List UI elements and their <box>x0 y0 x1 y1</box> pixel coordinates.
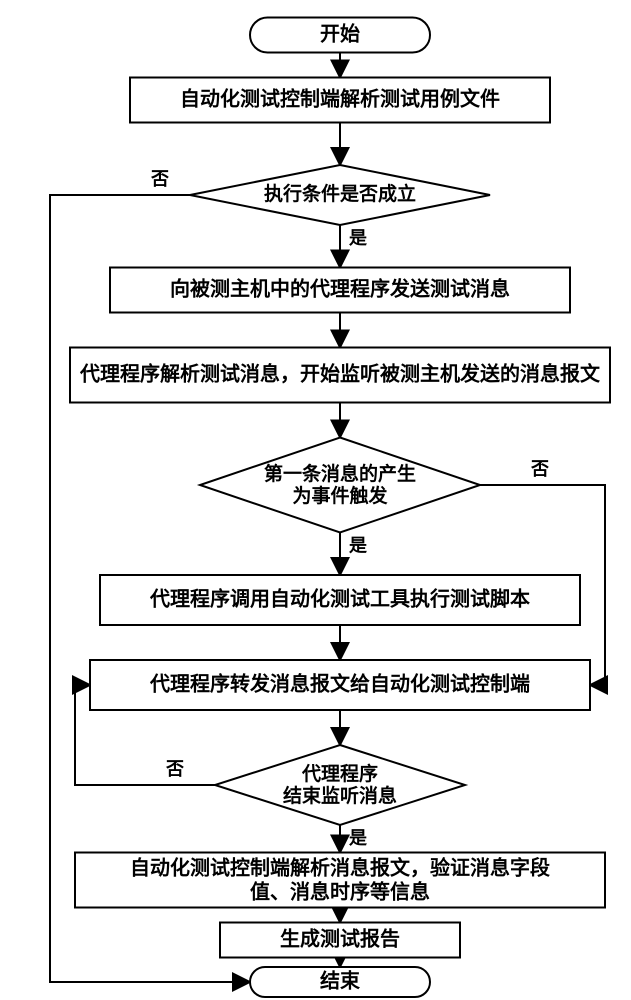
svg-text:是: 是 <box>348 535 367 555</box>
svg-text:值、消息时序等信息: 值、消息时序等信息 <box>250 879 430 903</box>
node-cond3: 代理程序结束监听消息 <box>215 745 465 825</box>
svg-text:开始: 开始 <box>320 21 360 45</box>
svg-text:向被测主机中的代理程序发送测试消息: 向被测主机中的代理程序发送测试消息 <box>170 276 510 300</box>
svg-text:为事件触发: 为事件触发 <box>292 484 388 507</box>
svg-text:生成测试报告: 生成测试报告 <box>280 926 400 950</box>
node-parse_file: 自动化测试控制端解析测试用例文件 <box>130 78 550 123</box>
svg-text:代理程序: 代理程序 <box>301 762 378 785</box>
flowchart-canvas: 开始自动化测试控制端解析测试用例文件执行条件是否成立向被测主机中的代理程序发送测… <box>0 0 631 1000</box>
node-cond2: 第一条消息的产生为事件触发 <box>200 438 480 533</box>
node-send_msg: 向被测主机中的代理程序发送测试消息 <box>110 268 570 313</box>
svg-text:结束监听消息: 结束监听消息 <box>283 784 397 807</box>
node-call_tool: 代理程序调用自动化测试工具执行测试脚本 <box>100 575 580 625</box>
svg-text:是: 是 <box>348 828 367 848</box>
svg-text:否: 否 <box>165 759 184 779</box>
svg-text:代理程序调用自动化测试工具执行测试脚本: 代理程序调用自动化测试工具执行测试脚本 <box>149 586 530 610</box>
svg-text:自动化测试控制端解析测试用例文件: 自动化测试控制端解析测试用例文件 <box>180 86 500 110</box>
svg-text:是: 是 <box>348 228 367 248</box>
svg-text:否: 否 <box>150 169 169 189</box>
svg-text:执行条件是否成立: 执行条件是否成立 <box>264 182 416 205</box>
node-parse_monitor: 代理程序解析测试消息，开始监听被测主机发送的消息报文 <box>70 348 610 403</box>
node-forward: 代理程序转发消息报文给自动化测试控制端 <box>90 660 590 710</box>
svg-text:第一条消息的产生: 第一条消息的产生 <box>264 462 416 485</box>
svg-text:自动化测试控制端解析消息报文，验证消息字段: 自动化测试控制端解析消息报文，验证消息字段 <box>130 855 550 879</box>
svg-text:否: 否 <box>530 459 549 479</box>
node-cond1: 执行条件是否成立 <box>190 165 490 225</box>
svg-text:结束: 结束 <box>320 968 361 992</box>
node-report: 生成测试报告 <box>220 923 460 958</box>
node-start: 开始 <box>250 18 430 53</box>
node-verify: 自动化测试控制端解析消息报文，验证消息字段值、消息时序等信息 <box>75 853 605 908</box>
node-end: 结束 <box>250 967 430 997</box>
svg-text:代理程序转发消息报文给自动化测试控制端: 代理程序转发消息报文给自动化测试控制端 <box>149 671 530 695</box>
svg-text:代理程序解析测试消息，开始监听被测主机发送的消息报文: 代理程序解析测试消息，开始监听被测主机发送的消息报文 <box>79 361 601 385</box>
